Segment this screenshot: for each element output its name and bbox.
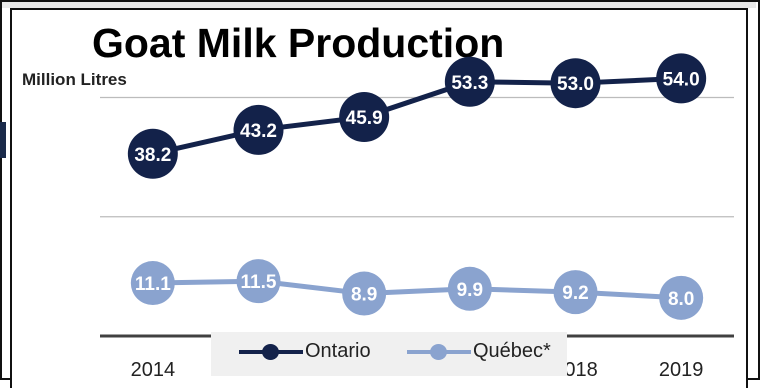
data-point-quebec (659, 275, 704, 320)
data-label-quebec: 8.0 (668, 289, 694, 310)
data-label-quebec: 11.1 (135, 274, 171, 295)
data-point-quebec (342, 271, 387, 316)
data-point-quebec (236, 259, 281, 304)
x-tick-label: 2014 (131, 359, 176, 380)
data-point-ontario (550, 58, 601, 109)
data-label-ontario: 54.0 (663, 69, 700, 90)
data-point-quebec (553, 270, 598, 315)
data-label-quebec: 8.9 (351, 285, 377, 306)
series-line-ontario (150, 75, 684, 157)
data-point-ontario (444, 56, 495, 107)
legend-label-quebec: Québec* (473, 340, 551, 362)
data-label-ontario: 45.9 (346, 108, 383, 129)
legend-swatch-ontario (239, 343, 303, 360)
data-label-ontario: 53.0 (557, 74, 594, 95)
chart-title: Goat Milk Production (92, 20, 505, 66)
data-point-ontario (127, 128, 178, 179)
legend-swatch-quebec (407, 343, 471, 360)
data-point-ontario (339, 92, 390, 143)
legend-item-quebec: Québec* (407, 340, 551, 363)
data-label-ontario: 43.2 (240, 121, 277, 142)
data-label-quebec: 9.2 (562, 283, 588, 304)
data-label-ontario: 53.3 (451, 73, 488, 94)
y-axis-title: Million Litres (22, 70, 127, 89)
chart-inner-frame (10, 8, 748, 388)
data-label-quebec: 9.9 (457, 280, 483, 301)
legend: Ontario Québec* (211, 332, 567, 376)
series-line-quebec (150, 278, 684, 301)
side-tab-marker (0, 122, 6, 158)
frame-gap (2, 2, 756, 8)
data-point-ontario (656, 53, 707, 104)
plot-area: 38.2 43.2 45.9 53.3 53.0 54.0 11.1 11.5 8.9 9.9 9.… (100, 53, 734, 380)
data-point-quebec (130, 261, 175, 306)
data-point-quebec (447, 266, 492, 311)
data-label-ontario: 38.2 (134, 145, 171, 166)
legend-item-ontario: Ontario (239, 340, 371, 363)
data-label-quebec: 11.5 (241, 272, 277, 293)
legend-label-ontario: Ontario (305, 340, 371, 362)
data-point-ontario (233, 104, 284, 155)
x-tick-label: 2019 (659, 359, 704, 380)
